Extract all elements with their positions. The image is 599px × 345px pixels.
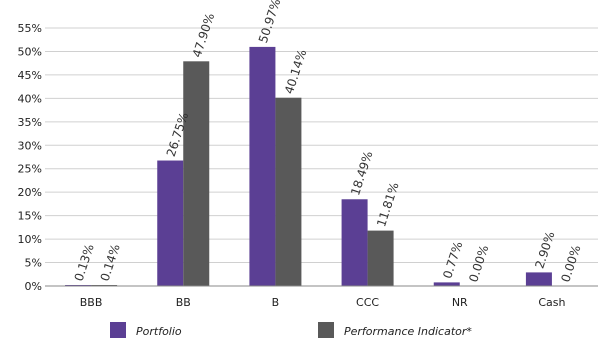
x-category-label: Cash	[538, 296, 565, 309]
y-tick-label: 5%	[25, 257, 42, 270]
y-tick-label: 20%	[18, 186, 42, 199]
y-tick-label: 40%	[18, 92, 42, 105]
bar-portfolio	[157, 160, 184, 286]
y-tick-label: 10%	[18, 233, 42, 246]
legend-label: Portfolio	[136, 325, 182, 338]
x-axis-categories: BBB BB B CCC NR Cash	[80, 296, 566, 309]
legend: Portfolio Performance Indicator*	[110, 322, 472, 338]
bar-value-label: 0.00%	[558, 243, 583, 284]
legend-swatch	[318, 322, 334, 338]
value-labels: 0.13% 0.14%26.75%47.90% 50.97%40.14%18.49%…	[72, 0, 584, 284]
bar-portfolio	[433, 282, 460, 286]
legend-label: Performance Indicator*	[344, 325, 472, 338]
y-tick-label: 50%	[18, 45, 42, 58]
bar-value-label: 47.90%	[190, 11, 217, 59]
y-tick-label: 0%	[25, 280, 42, 293]
x-category-label: NR	[452, 296, 468, 309]
x-category-label: CCC	[356, 296, 379, 309]
bar-value-label: 0.77%	[440, 240, 465, 281]
bar-value-label: 2.90%	[532, 230, 557, 271]
y-tick-label: 55%	[18, 22, 42, 35]
y-tick-label: 30%	[18, 139, 42, 152]
bar-value-label: 0.00%	[466, 243, 491, 284]
y-axis-ticks: 0% 5% 10% 15% 20% 25% 30% 35% 40% 45% 50% 55%	[18, 22, 42, 293]
gridlines	[45, 27, 598, 287]
bar-value-label: 40.14%	[282, 48, 309, 96]
x-category-label: BB	[176, 296, 191, 309]
y-tick-label: 35%	[18, 116, 42, 129]
y-tick-label: 45%	[18, 69, 42, 82]
legend-swatch	[110, 322, 126, 338]
bar-performance-indicator	[183, 61, 210, 287]
bar-portfolio	[525, 272, 552, 286]
bar-portfolio	[341, 199, 368, 286]
y-tick-label: 25%	[18, 163, 42, 176]
bar-performance-indicator	[367, 230, 394, 286]
bar-performance-indicator	[275, 97, 302, 286]
x-category-label: BBB	[80, 296, 103, 309]
bar-value-label: 18.49%	[348, 149, 375, 197]
bar-value-label: 11.81%	[374, 181, 401, 229]
bar-value-label: 50.97%	[256, 0, 283, 45]
y-tick-label: 15%	[18, 210, 42, 223]
bar-portfolio	[249, 46, 276, 287]
x-category-label: B	[272, 296, 280, 309]
